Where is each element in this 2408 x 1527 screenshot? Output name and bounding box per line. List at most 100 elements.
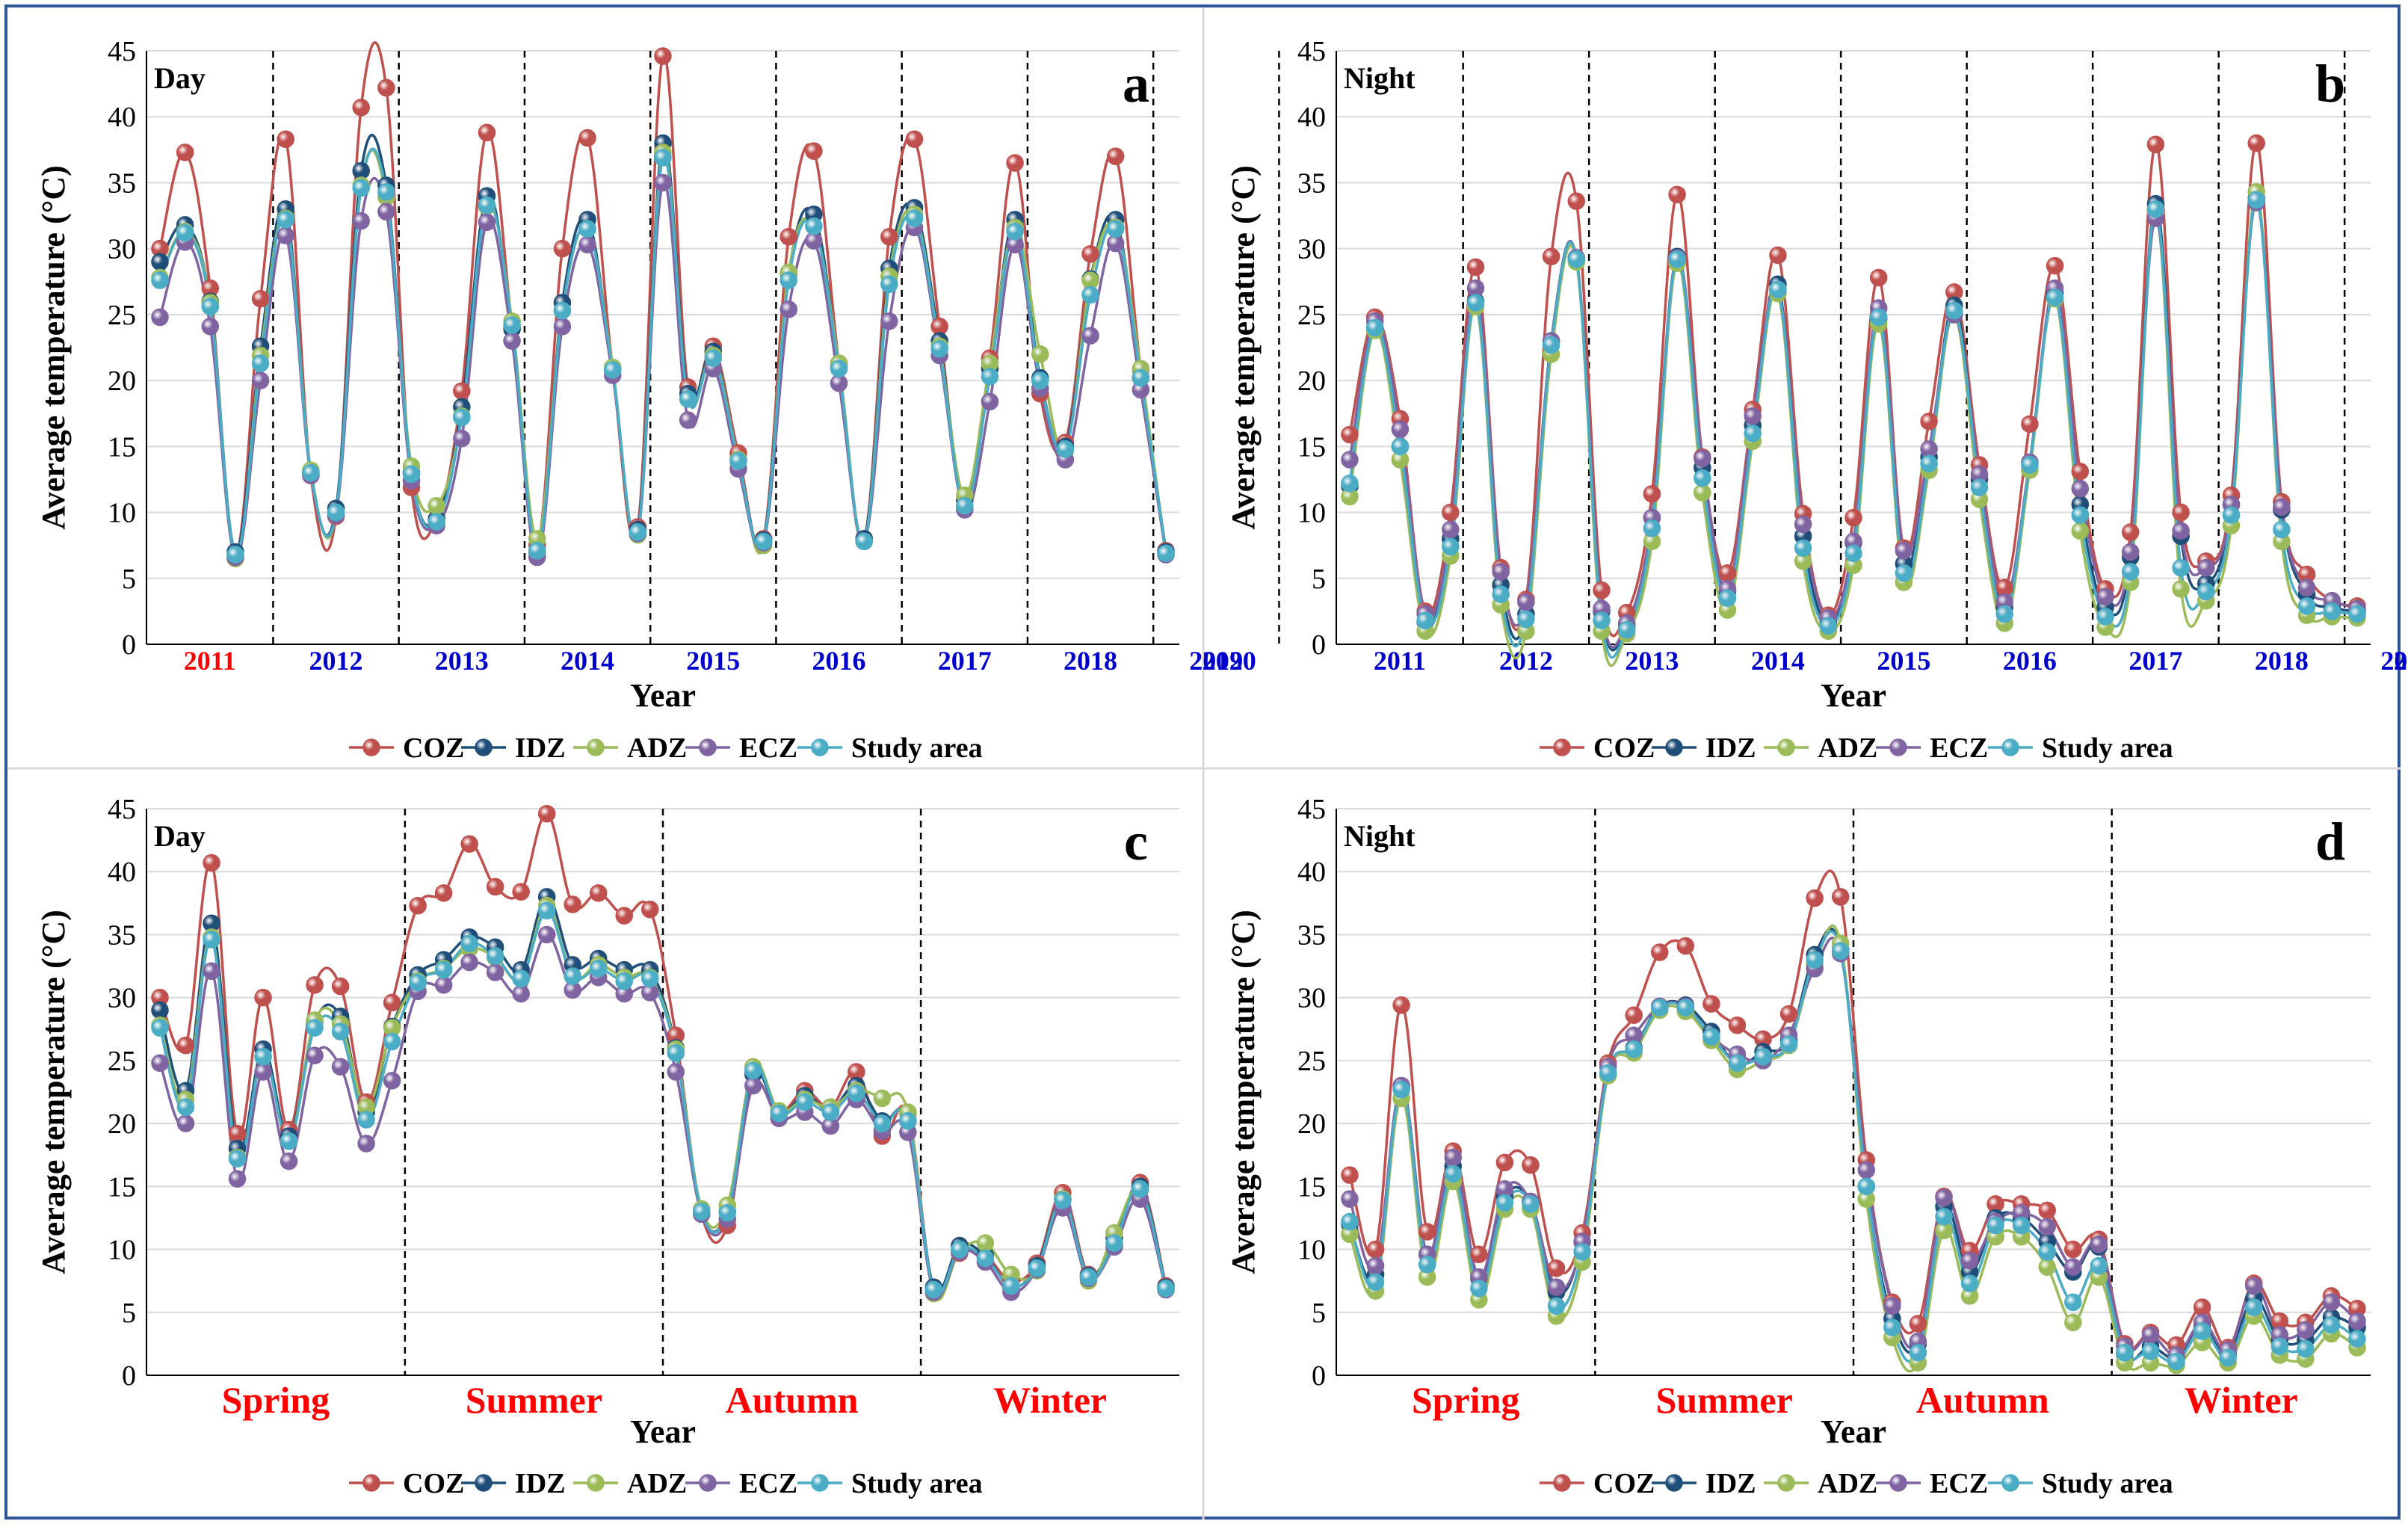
legend-label: COZ	[403, 1468, 464, 1499]
legend-marker	[1665, 738, 1683, 756]
data-point-study-area	[2270, 1337, 2289, 1356]
data-point-study-area	[880, 275, 898, 294]
legend-label: IDZ	[515, 732, 566, 764]
data-point-study-area	[1935, 1208, 1953, 1226]
data-point-ecz	[654, 173, 672, 192]
legend-marker	[2001, 738, 2019, 756]
data-point-study-area	[402, 465, 421, 484]
data-point-study-area	[1895, 564, 1913, 582]
data-point-study-area	[667, 1044, 685, 1062]
data-point-ecz	[2297, 1321, 2315, 1339]
y-tick-label: 40	[1297, 102, 1326, 133]
data-point-coz	[1909, 1315, 1927, 1333]
legend-item-ecz: ECZ	[685, 1468, 797, 1499]
legend-marker	[1889, 1474, 1907, 1492]
legend-marker	[362, 1474, 380, 1492]
data-point-ecz	[667, 1063, 685, 1081]
group-label: 2011	[1374, 646, 1426, 676]
group-label: 2016	[2003, 646, 2057, 676]
data-point-study-area	[486, 947, 504, 965]
data-point-coz	[1844, 508, 1862, 527]
data-point-study-area	[1779, 1035, 1798, 1053]
data-point-coz	[1547, 1259, 1566, 1277]
data-point-coz	[1769, 246, 1787, 265]
data-point-study-area	[1466, 294, 1485, 312]
data-point-study-area	[528, 541, 546, 560]
data-point-coz	[2071, 463, 2090, 481]
data-point-coz	[203, 854, 220, 872]
data-point-coz	[1442, 503, 1460, 522]
data-point-study-area	[1492, 585, 1510, 603]
data-point-ecz	[1081, 327, 1099, 345]
y-tick-label: 45	[108, 36, 136, 67]
data-point-ecz	[503, 332, 521, 350]
data-point-coz	[228, 1124, 247, 1143]
data-point-ecz	[2297, 579, 2316, 596]
data-point-ecz	[1960, 1251, 1979, 1270]
y-tick-label: 35	[1297, 167, 1326, 199]
data-point-study-area	[1131, 1179, 1149, 1198]
data-point-coz	[254, 988, 272, 1007]
data-point-coz	[615, 907, 633, 925]
data-point-study-area	[1844, 544, 1862, 563]
data-point-study-area	[905, 209, 924, 227]
group-label: Winter	[2185, 1379, 2298, 1421]
data-point-study-area	[1006, 222, 1024, 241]
data-point-study-area	[1079, 1268, 1098, 1286]
data-point-study-area	[306, 1019, 324, 1037]
data-point-study-area	[2172, 558, 2190, 577]
data-point-ecz	[203, 962, 220, 981]
data-point-ecz	[1694, 449, 1711, 467]
legend-item-adz: ADZ	[1764, 732, 1877, 764]
data-point-ecz	[537, 925, 556, 944]
corner-label: Day	[154, 819, 206, 853]
data-point-study-area	[924, 1280, 943, 1299]
y-tick-label: 15	[108, 431, 136, 463]
legend-label: ADZ	[627, 1468, 687, 1499]
data-point-coz	[589, 884, 608, 902]
data-point-ecz	[981, 392, 999, 411]
data-point-study-area	[1392, 1080, 1410, 1099]
corner-label: Night	[1344, 61, 1416, 95]
data-point-study-area	[2167, 1352, 2185, 1371]
data-point-coz	[1643, 485, 1661, 503]
legend-label: ADZ	[627, 732, 687, 764]
group-label: Autumn	[1916, 1379, 2049, 1421]
legend-marker	[699, 1474, 717, 1492]
data-point-ecz	[2121, 543, 2140, 561]
y-axis-label: Average temperature (°C)	[35, 910, 72, 1274]
data-point-coz	[1779, 1005, 1798, 1023]
group-label: 2012	[309, 646, 363, 676]
data-point-study-area	[1542, 336, 1560, 354]
data-point-study-area	[453, 408, 471, 427]
y-tick-label: 45	[1297, 794, 1326, 825]
data-point-study-area	[1341, 1212, 1359, 1231]
data-point-ecz	[1492, 563, 1510, 581]
legend-marker	[1889, 738, 1907, 756]
data-point-ecz	[2273, 498, 2291, 516]
data-point-adz	[427, 496, 445, 515]
data-point-study-area	[2096, 608, 2114, 626]
y-tick-label: 45	[108, 794, 136, 825]
data-point-coz	[1718, 564, 1737, 582]
y-tick-label: 15	[1297, 1171, 1326, 1203]
data-point-coz	[779, 228, 797, 246]
data-point-study-area	[251, 354, 270, 372]
data-point-study-area	[2348, 605, 2366, 623]
data-point-study-area	[1054, 1191, 1072, 1209]
data-point-study-area	[409, 973, 427, 992]
legend-marker	[1665, 1474, 1683, 1492]
data-point-adz	[2172, 580, 2190, 598]
data-point-study-area	[1769, 280, 1787, 299]
data-point-study-area	[1702, 1028, 1720, 1046]
data-point-ecz	[277, 226, 294, 244]
panel-a: 0 5 10 15 20 25 30 35 40 45 2011 2012 2013 2014 2015 20…	[35, 36, 1280, 764]
data-point-study-area	[1547, 1297, 1566, 1315]
data-point-study-area	[280, 1132, 298, 1150]
data-point-coz	[1522, 1156, 1540, 1174]
corner-label: Night	[1344, 819, 1416, 853]
data-point-ecz	[1857, 1161, 1876, 1179]
data-point-coz	[1920, 413, 1938, 431]
data-point-ecz	[553, 318, 572, 336]
data-point-ecz	[779, 300, 797, 318]
